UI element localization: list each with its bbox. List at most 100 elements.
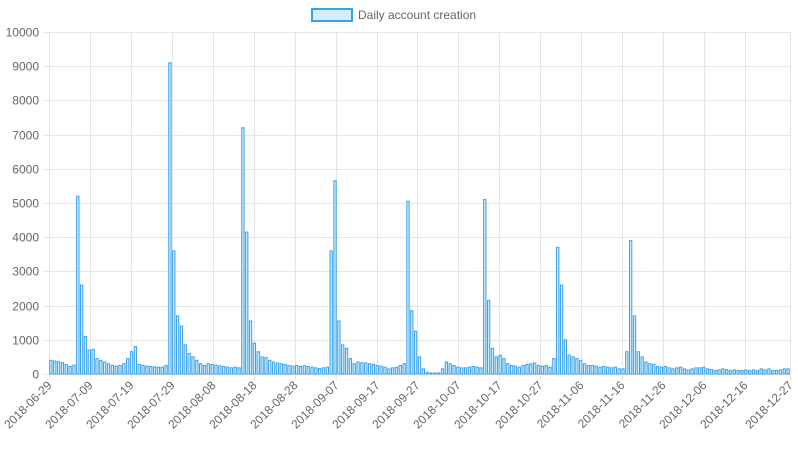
bar: [375, 364, 379, 375]
bar: [152, 366, 157, 375]
bar: [725, 369, 729, 375]
bar: [175, 315, 180, 375]
bar: [218, 365, 222, 375]
bar: [713, 370, 717, 375]
bar: [675, 367, 679, 375]
bar: [160, 366, 164, 375]
bar: [506, 363, 510, 375]
bar: [222, 365, 226, 375]
bar: [268, 359, 272, 375]
bar: [202, 364, 207, 375]
bar: [559, 284, 564, 375]
bar: [709, 369, 713, 375]
bar: [72, 364, 76, 375]
bar: [87, 349, 91, 375]
bar: [341, 344, 345, 375]
bar: [271, 361, 276, 375]
legend-label: Daily account creation: [358, 8, 476, 22]
x-tick-label: 2018-12-27: [742, 378, 796, 432]
bar: [533, 362, 537, 375]
bar: [367, 363, 372, 375]
bar: [398, 364, 402, 375]
bar: [471, 365, 475, 375]
legend[interactable]: Daily account creation: [311, 8, 476, 22]
bar: [360, 362, 364, 375]
bar: [95, 358, 99, 375]
bar: [636, 351, 640, 375]
bar: [103, 361, 107, 375]
bars: [49, 62, 790, 375]
bar: [172, 250, 176, 375]
bar: [414, 330, 418, 375]
bar: [145, 365, 149, 375]
bar: [740, 370, 744, 375]
bar: [187, 352, 191, 375]
bar: [571, 356, 575, 375]
bar: [310, 366, 314, 375]
bar: [486, 299, 491, 375]
bar: [621, 368, 625, 375]
bar: [609, 367, 614, 375]
bar: [605, 366, 610, 375]
bar: [479, 367, 483, 375]
bar: [671, 368, 675, 375]
bar: [294, 364, 299, 375]
bar: [767, 368, 771, 375]
bar: [141, 364, 145, 375]
bar: [655, 365, 660, 375]
bar: [421, 368, 425, 375]
bar: [118, 364, 122, 375]
bar: [536, 364, 541, 375]
y-tick-label: 3000: [12, 265, 39, 279]
bar: [548, 366, 552, 375]
bar: [786, 368, 790, 375]
bar: [433, 372, 437, 375]
bar: [678, 366, 683, 375]
bar: [563, 339, 568, 375]
bar: [298, 365, 303, 375]
bar: [540, 365, 545, 375]
y-tick-label: 0: [32, 368, 39, 382]
bar: [763, 369, 767, 375]
bar: [352, 363, 356, 375]
bar: [191, 356, 195, 375]
bar: [456, 366, 460, 375]
bar: [755, 370, 760, 375]
bar: [728, 370, 733, 375]
bar: [440, 368, 445, 375]
bar: [502, 358, 506, 375]
legend-swatch: [311, 8, 353, 22]
bar: [394, 366, 399, 375]
bar: [56, 361, 61, 375]
bar: [575, 358, 579, 375]
bar: [110, 364, 114, 375]
y-tick-label: 10000: [6, 26, 40, 40]
bar: [690, 368, 694, 375]
bar: [774, 370, 779, 375]
bar: [214, 364, 218, 375]
bar: [644, 361, 648, 375]
bar: [490, 347, 495, 375]
bar: [291, 365, 295, 375]
bar: [390, 367, 395, 375]
bar: [556, 246, 560, 375]
bar: [417, 356, 422, 375]
bar: [137, 363, 141, 375]
bar: [387, 368, 391, 375]
bar: [721, 368, 725, 375]
bar: [682, 368, 687, 375]
y-tick-label: 9000: [12, 60, 39, 74]
bar: [759, 368, 763, 375]
bar: [402, 363, 406, 375]
bar: [667, 367, 671, 375]
bar: [410, 310, 414, 375]
bar: [164, 364, 168, 375]
bar: [732, 369, 736, 375]
bar: [99, 359, 103, 375]
bar: [245, 231, 249, 375]
bar: [640, 356, 644, 375]
bar: [195, 359, 199, 375]
bar: [629, 240, 633, 375]
bar: [460, 367, 464, 375]
bar: [594, 365, 598, 375]
